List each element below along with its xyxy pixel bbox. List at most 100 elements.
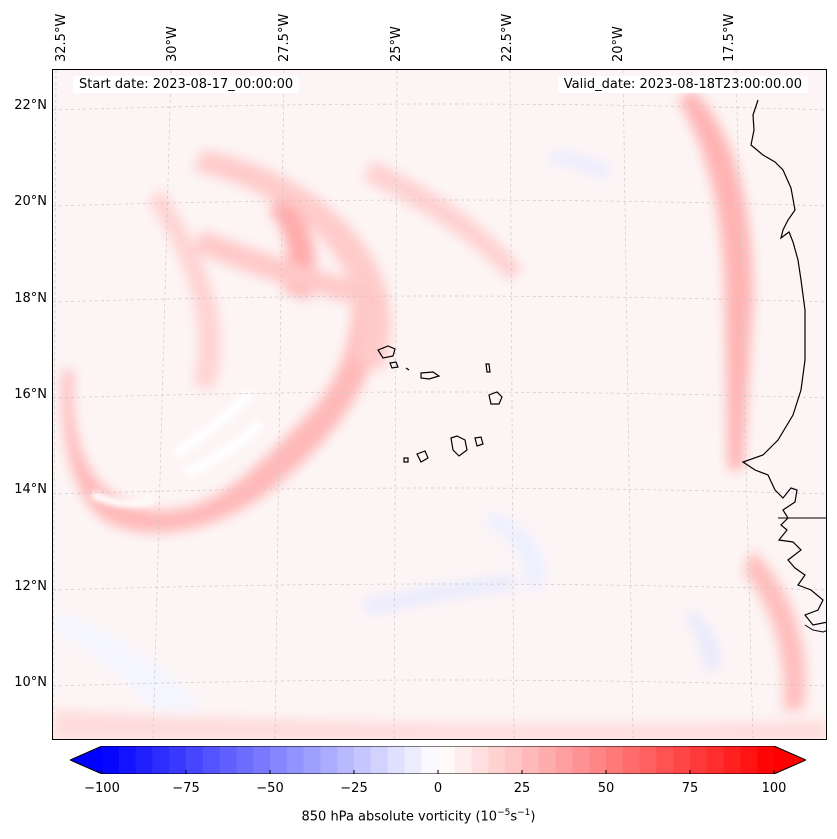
parallel-16n [53,391,826,399]
colorbar-segment [454,746,473,774]
colorbar-segment [706,746,725,774]
bijagos-coast [804,624,826,633]
colorbar-segment [320,746,338,774]
graticule [53,70,826,739]
colorbar-segment [589,746,607,774]
meridian-27-5w [274,70,285,739]
colorbar-tick-label: 0 [433,781,443,796]
colorbar [70,746,806,774]
colorbar-tick-label: −100 [84,781,120,796]
colorbar-segment [421,746,439,774]
island-fogo [416,450,429,463]
colorbar-label-exp2: −1 [517,808,531,818]
parallel-20n [53,199,826,207]
colorbar-segment [152,746,170,774]
colorbar-segment [656,746,674,774]
colorbar-segment [253,746,271,774]
lat-label-10n: 10°N [14,675,47,690]
lat-label-16n: 16°N [14,387,47,402]
meridian-25w [393,70,398,739]
colorbar-segment [740,746,758,774]
colorbar-segment [387,746,405,774]
lon-label-17-5w: 17.5°W [722,13,737,62]
colorbar-extend-min [70,746,102,774]
valid-date-label: Valid_date: 2023-08-18T23:00:00.00 [557,76,808,93]
meridian-22-5w [509,70,515,739]
island-santa-luzia [405,367,410,371]
parallel-10n [53,679,826,687]
lat-label-22n: 22°N [14,98,47,113]
colorbar-segment [488,746,506,774]
colorbar-segment [505,746,523,774]
colorbar-segment [118,746,137,774]
colorbar-tick-label: −50 [256,781,284,796]
lon-label-20w: 20°W [611,26,626,62]
colorbar-label-text: 850 hPa absolute vorticity (10 [301,809,498,825]
lat-label-12n: 12°N [14,579,47,594]
parallel-14n [53,487,826,495]
colorbar-segment [471,746,489,774]
colorbar-segment [270,746,288,774]
lat-label-14n: 14°N [14,482,47,497]
vorticity-map [53,70,826,739]
lat-label-20n: 20°N [14,194,47,209]
island-sao-nicolau [420,371,441,380]
island-sal [485,363,491,373]
colorbar-segment [622,746,641,774]
parallel-22n [53,103,826,111]
colorbar-label-exp1: −5 [497,808,511,818]
meridian-32-5w [53,70,57,739]
colorbar-label-close: ) [530,809,536,825]
colorbar-tick-label: −75 [172,781,200,796]
colorbar-segment [538,746,557,774]
island-boa-vista [488,391,503,405]
colorbar-segment [236,746,254,774]
colorbar-segment [102,746,120,774]
negative-vorticity-field [53,150,720,710]
colorbar-segment [286,746,305,774]
colorbar-segment [555,746,573,774]
colorbar-segment [219,746,237,774]
colorbar-segment [337,746,355,774]
colorbar-segment [303,746,321,774]
colorbar-tick-label: 75 [681,781,699,796]
meridian-30w [152,70,172,739]
island-sao-vicente [389,361,399,369]
cape-verde-islands [377,345,503,463]
colorbar-segment [522,746,540,774]
colorbar-segment [404,746,422,774]
island-santiago [450,435,468,457]
colorbar-segment [169,746,187,774]
meridian-17-5w [735,70,754,739]
colorbar-segment [572,746,590,774]
colorbar-segment [606,746,624,774]
island-brava [403,457,409,463]
lon-label-25w: 25°W [389,26,404,62]
colorbar-segment [186,746,204,774]
lon-label-30w: 30°W [165,26,180,62]
island-maio [474,436,484,447]
colorbar-segment [673,746,691,774]
colorbar-label: 850 hPa absolute vorticity (10−5s−1) [0,808,837,824]
colorbar-tick-label: 50 [597,781,615,796]
colorbar-segment [723,746,741,774]
meridian-20w [622,70,634,739]
parallel-12n [53,583,826,591]
start-date-label: Start date: 2023-08-17_00:00:00 [73,76,300,93]
colorbar-label-unit: s [510,809,518,825]
colorbar-segment [639,746,657,774]
west-africa-coastline [741,99,826,626]
colorbar-tick-label: 25 [513,781,531,796]
colorbar-tick-label: −25 [340,781,368,796]
map-panel: Start date: 2023-08-17_00:00:00 Valid_da… [52,69,827,740]
colorbar-segment [135,746,153,774]
low-vorticity-streaks [91,390,263,508]
lon-label-32-5w: 32.5°W [54,13,69,62]
colorbar-extend-max [774,746,806,774]
colorbar-segment [690,746,708,774]
lon-label-22-5w: 22.5°W [500,13,515,62]
lon-label-27-5w: 27.5°W [277,13,292,62]
colorbar-segment [370,746,389,774]
colorbar-tick-label: 100 [761,781,787,796]
colorbar-segment [438,746,456,774]
